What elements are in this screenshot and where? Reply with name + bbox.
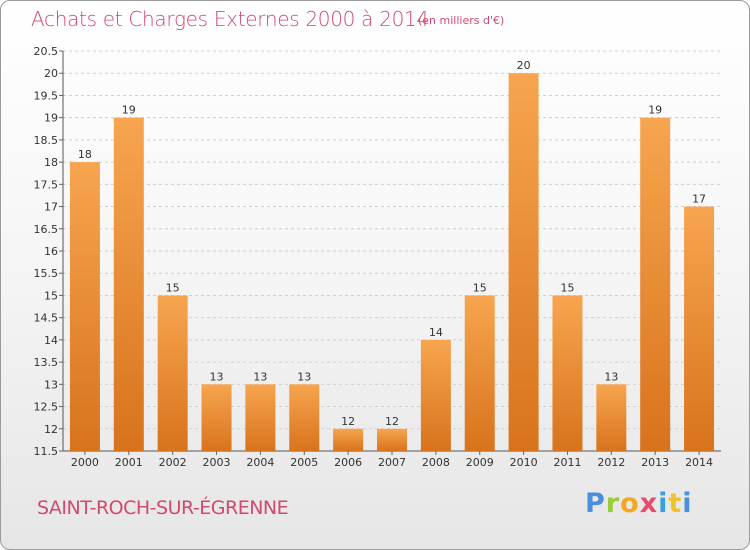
bar[interactable] xyxy=(596,384,627,451)
x-tick-label: 2005 xyxy=(290,456,318,469)
bar-value-label: 15 xyxy=(560,281,574,294)
y-tick-label: 15.5 xyxy=(34,267,59,280)
x-tick-label: 2014 xyxy=(685,456,713,469)
chart-subtitle: (en milliers d'€) xyxy=(418,14,505,27)
bar-value-label: 20 xyxy=(517,59,531,72)
bar-value-label: 14 xyxy=(429,326,443,339)
x-tick-label: 2012 xyxy=(597,456,625,469)
y-tick-label: 19 xyxy=(44,112,58,125)
x-tick-label: 2009 xyxy=(466,456,494,469)
bar[interactable] xyxy=(684,206,715,451)
bar[interactable] xyxy=(157,295,188,451)
y-tick-label: 19.5 xyxy=(34,89,59,102)
y-tick-label: 11.5 xyxy=(34,445,59,458)
y-tick-label: 14.5 xyxy=(34,312,59,325)
bar[interactable] xyxy=(69,162,100,451)
y-tick-label: 13 xyxy=(44,378,58,391)
bar-value-label: 19 xyxy=(122,104,136,117)
bar[interactable] xyxy=(289,384,320,451)
x-tick-label: 2003 xyxy=(203,456,231,469)
bar-value-label: 18 xyxy=(78,148,92,161)
bar[interactable] xyxy=(245,384,276,451)
y-tick-label: 16 xyxy=(44,245,58,258)
bar-value-label: 13 xyxy=(604,370,618,383)
x-tick-label: 2013 xyxy=(641,456,669,469)
x-tick-label: 2002 xyxy=(159,456,187,469)
bar-value-label: 13 xyxy=(253,370,267,383)
bar-value-label: 17 xyxy=(692,193,706,206)
x-tick-label: 2008 xyxy=(422,456,450,469)
y-tick-label: 18.5 xyxy=(34,134,59,147)
x-tick-label: 2004 xyxy=(246,456,274,469)
bar[interactable] xyxy=(420,339,451,451)
y-tick-label: 12 xyxy=(44,423,58,436)
chart-title: Achats et Charges Externes 2000 à 2014 xyxy=(31,7,429,31)
bar[interactable] xyxy=(201,384,232,451)
bar[interactable] xyxy=(464,295,495,451)
bar[interactable] xyxy=(508,73,539,451)
bar[interactable] xyxy=(377,428,407,451)
y-tick-label: 20.5 xyxy=(34,45,59,58)
bar[interactable] xyxy=(333,428,364,451)
bar[interactable] xyxy=(113,117,144,452)
x-tick-label: 2001 xyxy=(115,456,143,469)
x-tick-label: 2007 xyxy=(378,456,406,469)
proxiti-logo[interactable]: Proxiti xyxy=(585,488,693,519)
y-tick-label: 12.5 xyxy=(34,401,59,414)
y-tick-label: 15 xyxy=(44,289,58,302)
bar[interactable] xyxy=(552,295,583,451)
bar-value-label: 13 xyxy=(210,370,224,383)
bar-value-label: 12 xyxy=(341,415,355,428)
x-tick-label: 2006 xyxy=(334,456,362,469)
y-tick-label: 17.5 xyxy=(34,178,59,191)
y-tick-label: 16.5 xyxy=(34,223,59,236)
bar[interactable] xyxy=(640,117,671,452)
bar-value-label: 12 xyxy=(385,415,399,428)
y-tick-label: 14 xyxy=(44,334,58,347)
bar-value-label: 19 xyxy=(648,104,662,117)
y-tick-label: 13.5 xyxy=(34,356,59,369)
x-tick-label: 2010 xyxy=(510,456,538,469)
x-tick-label: 2000 xyxy=(71,456,99,469)
y-tick-label: 20 xyxy=(44,67,58,80)
bar-value-label: 15 xyxy=(166,281,180,294)
bar-value-label: 15 xyxy=(473,281,487,294)
commune-name: SAINT-ROCH-SUR-ÉGRENNE xyxy=(37,497,289,519)
y-tick-label: 18 xyxy=(44,156,58,169)
bar-value-label: 13 xyxy=(297,370,311,383)
y-tick-label: 17 xyxy=(44,201,58,214)
x-tick-label: 2011 xyxy=(553,456,581,469)
